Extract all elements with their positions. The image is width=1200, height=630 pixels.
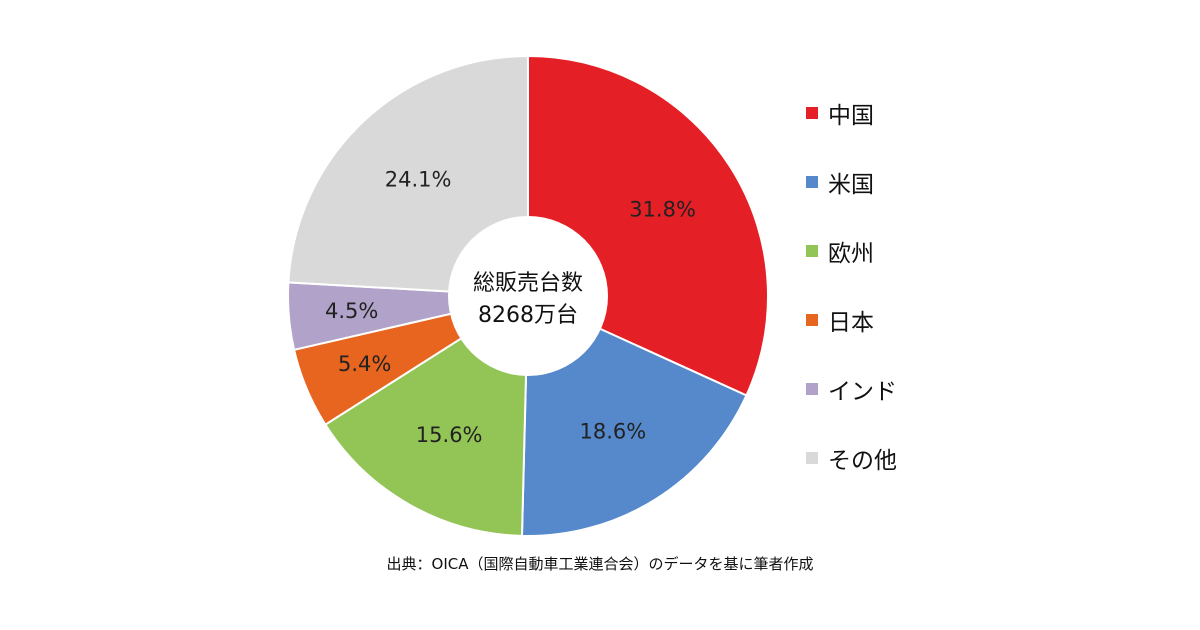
- legend-label: その他: [828, 448, 897, 474]
- slice-label-other: 24.1%: [385, 168, 452, 192]
- legend: 中国 米国 欧州 日本 インド その他: [806, 96, 1026, 510]
- legend-label: インド: [828, 379, 897, 405]
- legend-swatch: [806, 176, 818, 188]
- source-note: 出典：OICA（国際自動車工業連合会）のデータを基に筆者作成: [386, 555, 814, 573]
- slice-label-europe: 15.6%: [416, 423, 483, 447]
- center-total-value: 8268万台: [478, 303, 578, 328]
- slice-label-usa: 18.6%: [580, 420, 647, 444]
- slice-label-india: 4.5%: [325, 299, 378, 323]
- slice-other: [287, 54, 529, 298]
- slice-label-china: 31.8%: [629, 197, 696, 221]
- legend-swatch: [806, 245, 818, 257]
- center-total-label: 総販売台数: [473, 271, 583, 296]
- legend-item-india: インド: [806, 372, 1026, 406]
- legend-label: 日本: [828, 310, 874, 336]
- legend-label: 米国: [828, 172, 874, 198]
- legend-label: 欧州: [828, 241, 874, 267]
- legend-swatch: [806, 314, 818, 326]
- legend-swatch: [806, 107, 818, 119]
- legend-item-japan: 日本: [806, 303, 1026, 337]
- slice-label-japan: 5.4%: [338, 352, 391, 376]
- legend-label: 中国: [828, 103, 874, 129]
- legend-item-other: その他: [806, 441, 1026, 475]
- legend-item-usa: 米国: [806, 165, 1026, 199]
- donut-hole: [448, 216, 608, 376]
- legend-swatch: [806, 452, 818, 464]
- legend-item-europe: 欧州: [806, 234, 1026, 268]
- legend-swatch: [806, 383, 818, 395]
- legend-item-china: 中国: [806, 96, 1026, 130]
- slice-labels-group: 31.8% 18.6% 15.6% 5.4% 4.5% 24.1%: [325, 168, 696, 448]
